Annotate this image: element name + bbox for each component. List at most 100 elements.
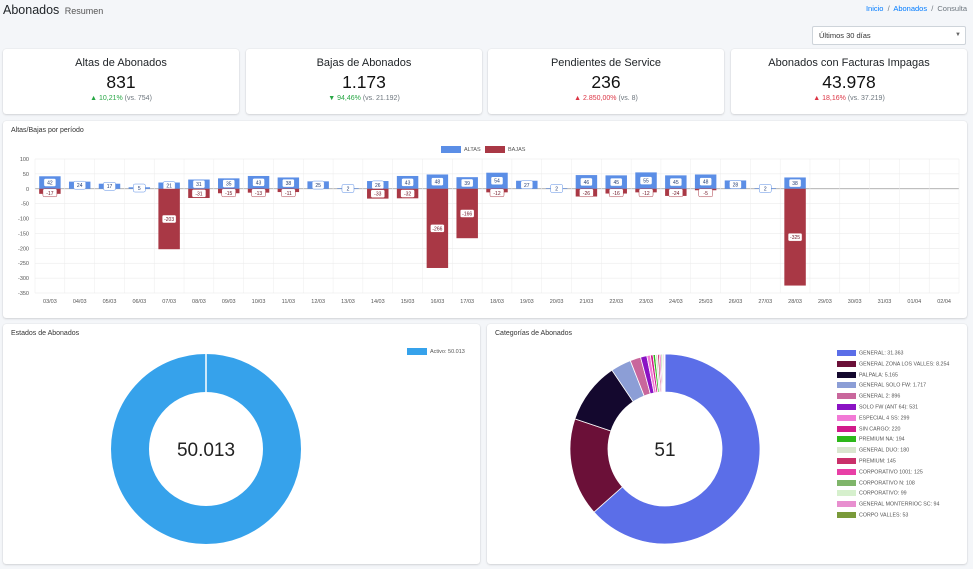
- legend-item-altas[interactable]: ALTAS: [441, 146, 481, 156]
- legend-swatch-bajas: [485, 146, 505, 153]
- kpi-card-impagas: Abonados con Facturas Impagas 43.978 ▲ 1…: [731, 49, 967, 114]
- legend-label: GENERAL MONTERRIOC SC: 94: [859, 501, 940, 508]
- x-tick-label: 22/03: [609, 299, 623, 305]
- x-tick-label: 15/03: [401, 299, 415, 305]
- x-tick-label: 12/03: [311, 299, 325, 305]
- data-label-box: [669, 177, 683, 187]
- legend-item-category[interactable]: GENERAL DUO: 180: [837, 447, 967, 458]
- period-select[interactable]: Últimos 30 días ▼: [812, 26, 966, 45]
- data-label-bajas: -203: [164, 217, 174, 223]
- x-tick-label: 07/03: [162, 299, 176, 305]
- kpi-change: ▲ 10,21% (vs. 754): [3, 95, 239, 102]
- data-label-altas: 2: [347, 186, 350, 192]
- breadcrumb-home-link[interactable]: Inicio: [865, 4, 884, 13]
- legend-item-category[interactable]: GENERAL: 31.363: [837, 350, 967, 361]
- legend-label: CORPORATIVO 1001: 125: [859, 469, 923, 476]
- x-tick-label: 14/03: [371, 299, 385, 305]
- data-label-box: [699, 177, 712, 186]
- estados-doughnut-chart: 50.013: [111, 354, 301, 544]
- data-label-box: [698, 188, 713, 198]
- y-tick-label: -50: [21, 202, 29, 208]
- y-tick-label: -150: [18, 231, 29, 237]
- card-title: Altas/Bajas por período: [11, 127, 84, 134]
- legend-item-activo[interactable]: Activo: 50.013: [407, 348, 465, 358]
- data-label-altas: 55: [643, 179, 649, 185]
- kpi-change: ▲ 2.850,00% (vs. 8): [488, 95, 724, 102]
- legend-item-category[interactable]: PREMIUM: 145: [837, 457, 967, 469]
- legend-label: ESPECIAL 4 SS: 299: [859, 415, 910, 422]
- legend-label: SIN CARGO: 220: [859, 425, 901, 432]
- legend-swatch: [837, 350, 856, 356]
- x-tick-label: 03/03: [43, 299, 57, 305]
- data-label-altas: 26: [375, 183, 381, 189]
- bar-chart-legend: ALTAS BAJAS: [3, 146, 967, 156]
- data-label-box: [191, 189, 207, 198]
- kpi-card-pendientes: Pendientes de Service 236 ▲ 2.850,00% (v…: [488, 49, 724, 114]
- data-label-altas: 46: [584, 180, 590, 186]
- y-tick-label: -200: [18, 246, 29, 252]
- estados-card: Estados de Abonados Activo: 50.013 50.01…: [3, 324, 480, 564]
- legend-item-category[interactable]: ESPECIAL 4 SS: 299: [837, 414, 967, 426]
- data-label-box: [550, 184, 563, 193]
- legend-swatch: [837, 501, 856, 508]
- data-label-bajas: -325: [790, 235, 800, 241]
- legend-label: BAJAS: [508, 146, 526, 153]
- data-label-box: [43, 178, 57, 187]
- data-label-bajas: -166: [462, 211, 472, 217]
- legend-item-category[interactable]: CORPORATIVO N: 108: [837, 479, 967, 491]
- x-tick-label: 19/03: [520, 299, 534, 305]
- data-label-box: [282, 178, 295, 188]
- categorias-doughnut-chart: 51: [569, 353, 761, 545]
- data-label-altas: 43: [405, 180, 411, 186]
- legend-item-category[interactable]: GENERAL SOLO FW: 1.717: [837, 382, 967, 393]
- legend-label: SOLO FW (ANT 64): 531: [859, 404, 919, 411]
- legend-item-category[interactable]: CORPO VALLES: 53: [837, 511, 967, 523]
- categorias-legend: GENERAL: 31.363 GENERAL ZONA LOS VALLES: …: [837, 350, 967, 523]
- legend-item-bajas[interactable]: BAJAS: [485, 146, 525, 156]
- x-tick-label: 11/03: [282, 299, 295, 305]
- legend-item-category[interactable]: SOLO FW (ANT 64): 531: [837, 403, 967, 415]
- legend-item-category[interactable]: CORPORATIVO 1001: 125: [837, 468, 967, 480]
- legend-item-category[interactable]: CORPORATIVO: 99: [837, 490, 967, 501]
- legend-swatch-altas: [441, 146, 461, 153]
- page-subtitle: Resumen: [64, 6, 104, 16]
- data-label-box: [787, 232, 803, 242]
- kpi-value: 43.978: [822, 72, 876, 92]
- legend-item-category[interactable]: GENERAL 2: 896: [837, 393, 967, 404]
- legend-swatch: [837, 425, 856, 432]
- x-tick-label: 31/03: [878, 299, 892, 305]
- data-label-box: [580, 177, 593, 187]
- kpi-change-vs: (vs. 754): [124, 95, 152, 102]
- data-label-box: [221, 188, 236, 198]
- legend-label: GENERAL SOLO FW: 1.717: [859, 382, 927, 389]
- y-tick-label: -300: [18, 276, 29, 282]
- data-label-bajas: -26: [583, 191, 590, 197]
- data-label-altas: 24: [77, 183, 83, 189]
- x-tick-label: 27/03: [758, 299, 772, 305]
- data-label-bajas: -13: [255, 191, 262, 197]
- data-label-altas: 38: [286, 181, 292, 187]
- legend-swatch: [837, 436, 856, 443]
- kpi-change-percent: 2.850,00%: [583, 95, 617, 102]
- data-label-box: [73, 180, 86, 190]
- y-tick-label: 50: [23, 172, 29, 178]
- x-tick-label: 18/03: [490, 299, 504, 305]
- breadcrumb-section-link[interactable]: Abonados: [893, 4, 928, 13]
- legend-item-category[interactable]: GENERAL ZONA LOS VALLES: 8.254: [837, 360, 967, 372]
- data-label-box: [489, 188, 505, 198]
- data-label-bajas: -24: [672, 191, 679, 197]
- page-title: Abonados Resumen: [3, 3, 103, 17]
- legend-item-category[interactable]: GENERAL MONTERRIOC SC: 94: [837, 501, 967, 512]
- legend-swatch: [837, 403, 856, 410]
- legend-item-category[interactable]: PREMIUM NA: 194: [837, 436, 967, 447]
- data-label-box: [252, 178, 265, 187]
- data-label-box: [608, 188, 624, 198]
- legend-item-category[interactable]: PALPALA: 5.165: [837, 371, 967, 383]
- data-label-box: [400, 189, 415, 198]
- data-label-altas: 48: [435, 180, 441, 186]
- legend-label: GENERAL: 31.363: [859, 350, 904, 357]
- data-label-altas: 21: [166, 184, 172, 190]
- y-tick-label: 0: [26, 187, 29, 193]
- x-tick-label: 20/03: [550, 299, 564, 305]
- legend-item-category[interactable]: SIN CARGO: 220: [837, 425, 967, 437]
